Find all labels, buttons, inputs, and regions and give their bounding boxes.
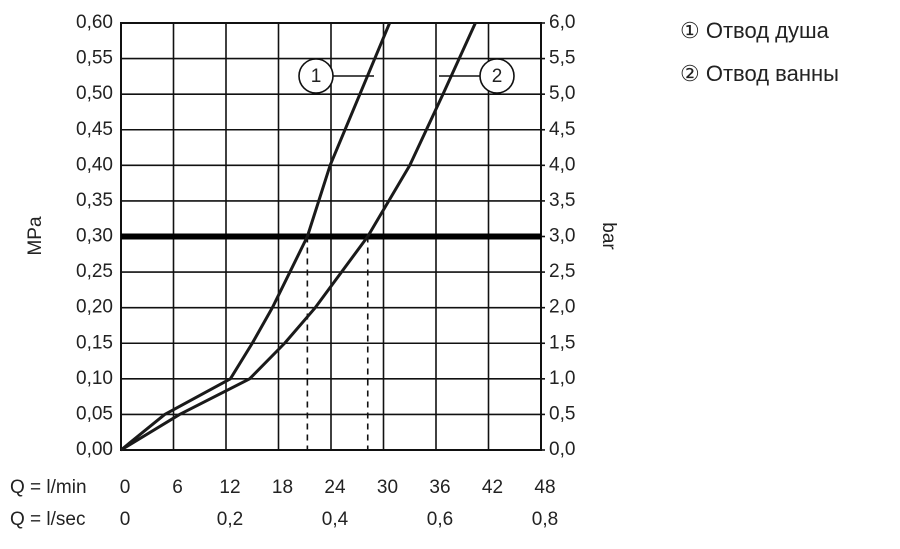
y2-tick-label: 4,0 bbox=[549, 154, 575, 175]
y-tick-label: 0,05 bbox=[76, 403, 113, 424]
y2-tick-label: 0,0 bbox=[549, 439, 575, 460]
series-line bbox=[120, 22, 392, 452]
y2-tick-label: 1,5 bbox=[549, 332, 575, 353]
y-tick-label: 0,55 bbox=[76, 48, 113, 69]
x-tick-label: 48 bbox=[534, 477, 555, 498]
callout-circle bbox=[479, 58, 515, 94]
legend-label: ① Отвод душа bbox=[680, 18, 830, 43]
y2-tick-label: 4,5 bbox=[549, 119, 575, 140]
y-axis-label: MPa bbox=[25, 216, 46, 256]
x2-tick-label: 0,6 bbox=[427, 509, 453, 530]
y-tick-label: 0,00 bbox=[76, 439, 113, 460]
x-tick-label: 18 bbox=[272, 477, 293, 498]
y-tick-label: 0,50 bbox=[76, 83, 113, 104]
y-tick-label: 0,15 bbox=[76, 332, 113, 353]
x-tick-label: 0 bbox=[120, 477, 131, 498]
x-tick-label: 36 bbox=[429, 477, 450, 498]
y2-tick-label: 1,0 bbox=[549, 368, 575, 389]
legend-label: ② Отвод ванны bbox=[680, 61, 839, 86]
x2-tick-label: 0,8 bbox=[532, 509, 558, 530]
y2-tick-label: 3,0 bbox=[549, 226, 575, 247]
y-tick-label: 0,20 bbox=[76, 297, 113, 318]
y-tick-label: 0,40 bbox=[76, 154, 113, 175]
x-tick-label: 12 bbox=[219, 477, 240, 498]
y2-tick-label: 0,5 bbox=[549, 403, 575, 424]
x-tick-label: 42 bbox=[482, 477, 503, 498]
y-tick-label: 0,35 bbox=[76, 190, 113, 211]
callout-label: 2 bbox=[492, 66, 503, 87]
x-tick-label: 30 bbox=[377, 477, 398, 498]
x2-axis-label: Q = l/sec bbox=[10, 509, 86, 530]
x2-tick-label: 0,4 bbox=[322, 509, 349, 530]
x-tick-label: 6 bbox=[172, 477, 183, 498]
y-tick-label: 0,10 bbox=[76, 368, 113, 389]
y-tick-label: 0,60 bbox=[76, 12, 113, 33]
x2-tick-label: 0,2 bbox=[217, 509, 243, 530]
y2-tick-label: 2,5 bbox=[549, 261, 575, 282]
series-line bbox=[120, 22, 477, 452]
y2-axis-label: bar bbox=[598, 222, 619, 250]
y2-tick-label: 2,0 bbox=[549, 297, 575, 318]
y-tick-label: 0,25 bbox=[76, 261, 113, 282]
y-tick-label: 0,45 bbox=[76, 119, 113, 140]
callout-circle bbox=[298, 58, 334, 94]
y-tick-label: 0,30 bbox=[76, 226, 113, 247]
y2-tick-label: 3,5 bbox=[549, 190, 575, 211]
y2-tick-label: 6,0 bbox=[549, 12, 575, 33]
y2-tick-label: 5,0 bbox=[549, 83, 575, 104]
x2-tick-label: 0 bbox=[120, 509, 131, 530]
x-axis-label: Q = l/min bbox=[10, 477, 87, 498]
x-tick-label: 24 bbox=[324, 477, 346, 498]
y2-tick-label: 5,5 bbox=[549, 48, 575, 69]
callout-label: 1 bbox=[311, 66, 322, 87]
